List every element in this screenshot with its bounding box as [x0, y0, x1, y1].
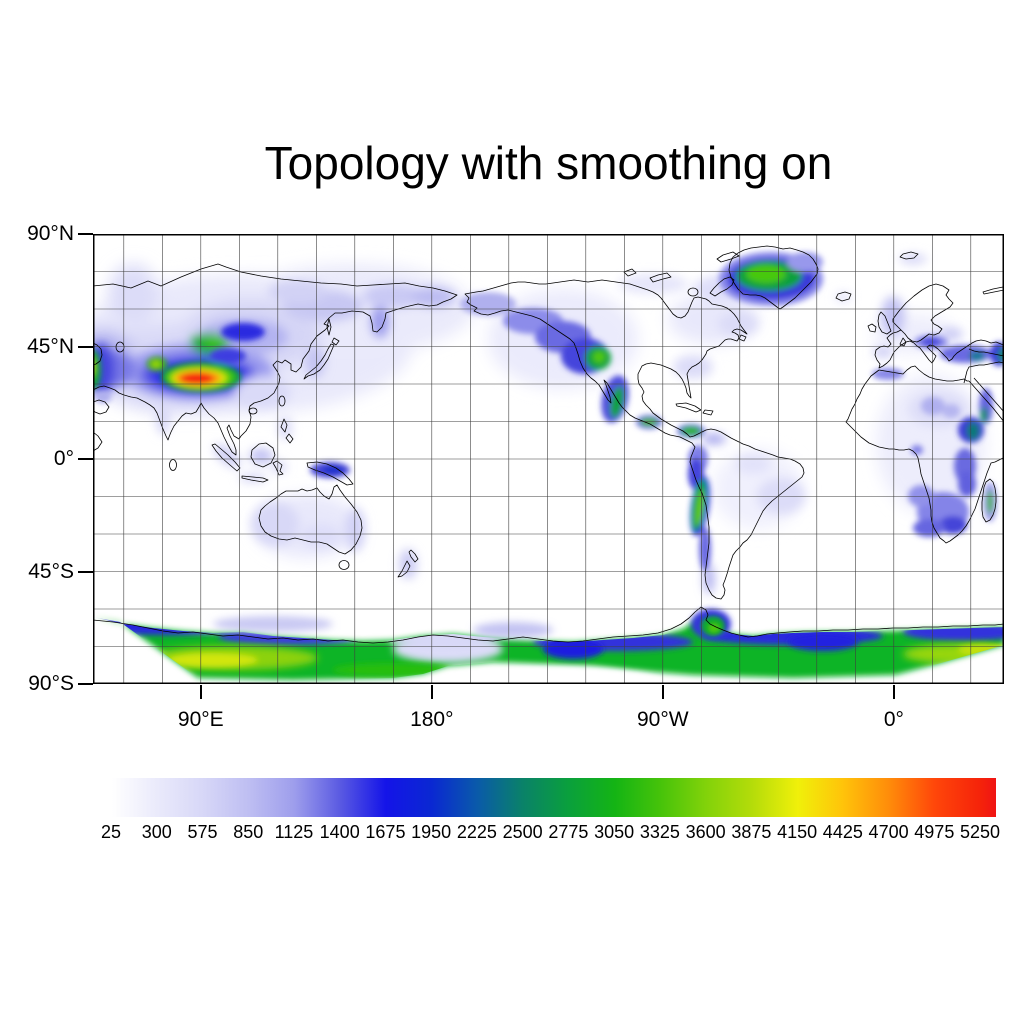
colorbar-label: 3050: [594, 822, 635, 842]
y-axis-tick: [78, 458, 93, 460]
y-axis-tick: [78, 345, 93, 348]
y-axis-tick: [78, 233, 93, 235]
x-axis-tick: [661, 685, 664, 699]
y-axis-tick: [78, 683, 93, 685]
colorbar-label: 1125: [274, 822, 314, 842]
colorbar-label: 25: [100, 822, 122, 842]
colorbar-label: 3600: [685, 822, 726, 842]
colorbar-label: 2225: [456, 822, 497, 842]
colorbar-label: 1400: [319, 822, 360, 842]
y-axis-tick: [78, 570, 93, 573]
colorbar-label: 3875: [731, 822, 772, 842]
colorbar-label: 300: [141, 822, 172, 842]
x-axis-tick: [892, 685, 895, 699]
y-axis-label: 90°S: [28, 672, 74, 695]
colorbar-label: 4425: [822, 822, 863, 842]
colorbar-label: 4975: [914, 822, 955, 842]
y-axis-label: 45°S: [28, 559, 74, 583]
graticule: [93, 234, 1004, 684]
page-title: Topology with smoothing on: [264, 137, 833, 189]
colorbar-label: 4150: [777, 822, 818, 842]
y-axis-label: 90°N: [27, 222, 74, 245]
elevation-layer: [93, 252, 1004, 684]
x-axis-tick: [430, 685, 433, 699]
colorbar-label: 1950: [411, 822, 452, 842]
colorbar-label: 575: [187, 822, 218, 842]
y-axis-label: 45°N: [27, 334, 74, 358]
colorbar-label: 850: [233, 822, 264, 842]
x-axis-label: 90°W: [637, 708, 689, 731]
world-topography-map: [93, 234, 1004, 684]
colorbar-label: 4700: [868, 822, 909, 842]
colorbar: [112, 778, 996, 817]
x-axis-tick: [199, 685, 202, 699]
y-axis-label: 0°: [53, 447, 74, 470]
colorbar-label: 3325: [639, 822, 680, 842]
x-axis-label: 90°E: [177, 708, 224, 731]
colorbar-label: 1675: [365, 822, 406, 842]
map-frame: [93, 234, 1004, 684]
colorbar-label: 5250: [960, 822, 1001, 842]
x-axis-label: 180°: [410, 708, 454, 731]
colorbar-label: 2500: [502, 822, 543, 842]
x-axis-label: 0°: [883, 708, 904, 731]
colorbar-label: 2775: [548, 822, 589, 842]
